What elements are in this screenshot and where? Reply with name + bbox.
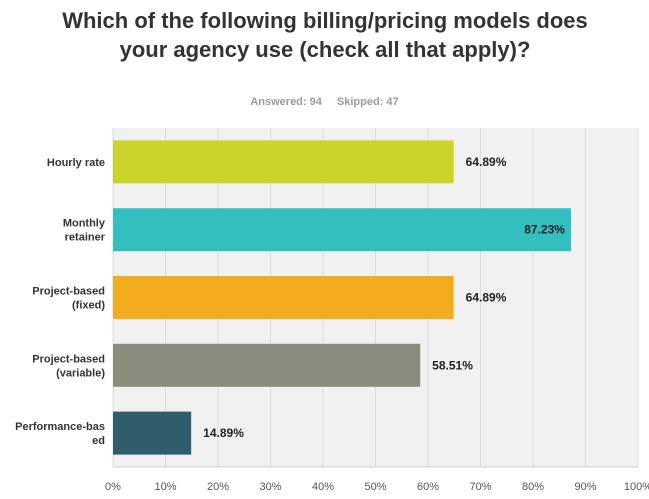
response-stats: Answered: 94 Skipped: 47 [0, 96, 649, 108]
x-tick-label: 40% [312, 481, 334, 493]
answered-count: Answered: 94 [250, 96, 322, 108]
bar [113, 208, 571, 252]
x-tick-label: 70% [469, 481, 491, 493]
x-tick-label: 100% [624, 481, 649, 493]
x-tick-label: 20% [207, 481, 229, 493]
category-label-line: Hourly rate [47, 157, 105, 169]
category-label: Performance-bas ed [15, 421, 105, 447]
value-label: 64.89% [466, 291, 507, 305]
category-label-line: ed [92, 435, 105, 447]
value-label: 87.23% [524, 223, 565, 237]
value-label: 14.89% [203, 426, 244, 440]
value-label: 64.89% [466, 155, 507, 169]
bar [113, 140, 454, 184]
category-label-line: (variable) [56, 367, 105, 379]
category-label-line: Project-based [32, 353, 105, 365]
category-label: Monthly retainer [63, 218, 106, 244]
category-label: Hourly rate [47, 157, 105, 169]
category-label-line: retainer [65, 232, 106, 244]
x-tick-label: 30% [259, 481, 281, 493]
skipped-count: Skipped: 47 [336, 96, 399, 108]
x-tick-label: 10% [154, 481, 176, 493]
x-tick-label: 50% [364, 481, 386, 493]
bar [113, 276, 454, 319]
category-label-line: Performance-bas [15, 421, 105, 433]
value-label: 58.51% [432, 358, 473, 372]
category-label-line: (fixed) [72, 300, 105, 312]
category-label-line: Monthly [63, 218, 106, 230]
x-tick-label: 80% [522, 481, 544, 493]
category-label-line: Project-based [32, 286, 105, 298]
x-tick-label: 0% [105, 481, 121, 493]
x-tick-label: 90% [574, 481, 596, 493]
bar [113, 343, 421, 387]
category-label: Project-based (fixed) [32, 286, 105, 312]
bar [113, 411, 192, 455]
category-label: Project-based (variable) [32, 353, 105, 379]
chart-title: Which of the following billing/pricing m… [62, 8, 588, 62]
x-tick-label: 60% [417, 481, 439, 493]
